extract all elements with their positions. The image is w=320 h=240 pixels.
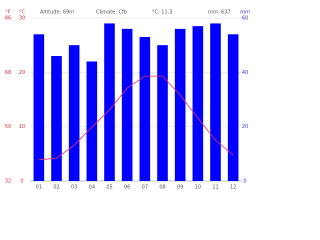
y-tick-label: 0 — [20, 179, 23, 185]
x-tick-label: 11 — [212, 185, 218, 191]
bar — [192, 26, 204, 182]
x-tick-label: 09 — [177, 185, 183, 191]
y-tick-label: 20 — [19, 70, 25, 76]
x-tick-label: 12 — [230, 185, 236, 191]
x-tick-label: 01 — [36, 185, 42, 191]
temperature-line — [38, 75, 234, 161]
bar — [139, 37, 151, 182]
x-tick-label: 05 — [106, 185, 112, 191]
x-tick-label: 03 — [71, 185, 77, 191]
header-info: Altitude: 69m — [40, 10, 74, 16]
yf-tick-label: 68 — [5, 70, 11, 76]
y2-tick-label: 20 — [242, 124, 248, 130]
y2-tick-label: 0 — [243, 179, 246, 185]
bar — [68, 45, 80, 181]
bar — [86, 61, 98, 181]
yf-tick-label: 32 — [5, 179, 11, 185]
y-tick-label: 30 — [19, 16, 25, 22]
bar — [51, 56, 62, 181]
y2-tick-label: 60 — [242, 16, 248, 22]
bar — [227, 34, 239, 181]
x-tick-label: 10 — [195, 185, 201, 191]
bar — [33, 34, 45, 181]
unit-c: °C — [19, 10, 26, 16]
bar — [121, 28, 133, 181]
x-tick-label: 07 — [142, 185, 148, 191]
yf-tick-label: 50 — [5, 124, 11, 130]
yf-tick-label: 86 — [5, 16, 11, 22]
unit-mm: mm — [240, 10, 250, 16]
page: °F °C mm Altitude: 69m Climate: Cfb °C: 11… — [4, 9, 250, 191]
x-tick-label: 06 — [124, 185, 130, 191]
bar — [104, 23, 115, 181]
header-info: °C: 11.3 — [152, 10, 172, 16]
y2-tick-label: 40 — [242, 70, 248, 76]
x-tick-label: 08 — [159, 185, 165, 191]
unit-f: °F — [5, 10, 11, 16]
header-info: Climate: Cfb — [96, 10, 127, 16]
chart: °F °C mm Altitude: 69m Climate: Cfb °C: 11… — [5, 10, 250, 191]
bar — [157, 45, 168, 181]
header-info: mm: 637 — [208, 10, 231, 16]
bar — [210, 23, 221, 181]
x-tick-label: 02 — [53, 185, 59, 191]
x-tick-label: 04 — [89, 185, 95, 191]
bar — [174, 28, 186, 181]
y-tick-label: 10 — [19, 124, 25, 130]
